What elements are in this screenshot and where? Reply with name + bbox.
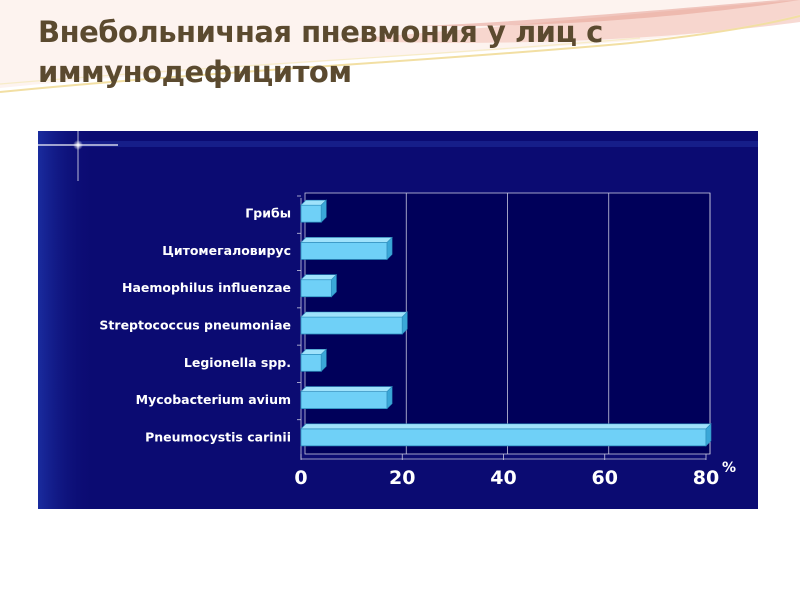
bar: [300, 242, 388, 260]
category-label: Legionella spp.: [184, 355, 291, 370]
bar: [300, 316, 403, 335]
category-label: Streptococcus pneumoniae: [99, 318, 291, 333]
bar-side: [401, 311, 408, 335]
slide-title: Внебольничная пневмония у лиц с иммуноде…: [38, 15, 603, 89]
sparkle-decoration: [38, 131, 118, 181]
bar-chart: 0 20 40 60 80 % Грибы Цитомегаловирус Haemophilu…: [38, 131, 758, 509]
bar-top: [300, 237, 393, 243]
decorative-header-swoosh: [0, 0, 800, 93]
bar-side: [386, 236, 393, 261]
category-label: Грибы: [245, 206, 291, 221]
category-label: Haemophilus influenzae: [122, 280, 291, 295]
category-label: Pneumocystis carinii: [145, 429, 291, 444]
bar: [300, 204, 322, 223]
bar-side: [386, 385, 393, 410]
bar: [300, 391, 388, 409]
x-tick-label: 80: [693, 467, 719, 489]
bar-side: [320, 348, 327, 373]
bar-top: [300, 423, 712, 430]
x-tick-label: 0: [294, 467, 307, 489]
bar: [300, 279, 332, 298]
category-label: Mycobacterium avium: [136, 392, 291, 407]
bar-top: [300, 386, 393, 392]
x-tick-label: 40: [490, 467, 516, 489]
bar: [300, 428, 707, 447]
bar-side: [331, 273, 337, 298]
bar-top: [300, 311, 408, 318]
bar: [300, 353, 322, 372]
x-tick-label: 20: [389, 467, 415, 489]
bar-top: [300, 274, 338, 281]
category-label: Цитомегаловирус: [162, 243, 291, 258]
bar-side: [320, 199, 327, 223]
x-unit-label: %: [722, 460, 736, 476]
chart-panel: 0 20 40 60 80% Грибы Цитомегаловирус Haemophilu…: [38, 131, 758, 509]
x-tick-label: 60: [592, 467, 618, 489]
bar-side: [705, 423, 712, 447]
